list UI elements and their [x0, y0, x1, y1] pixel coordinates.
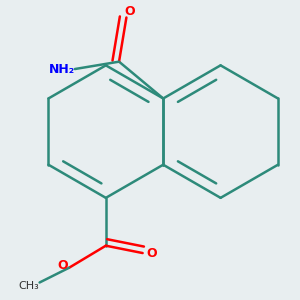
- Text: O: O: [125, 5, 135, 19]
- Text: CH₃: CH₃: [18, 281, 39, 291]
- Text: O: O: [146, 247, 157, 260]
- Text: O: O: [57, 260, 68, 272]
- Text: NH₂: NH₂: [49, 62, 75, 76]
